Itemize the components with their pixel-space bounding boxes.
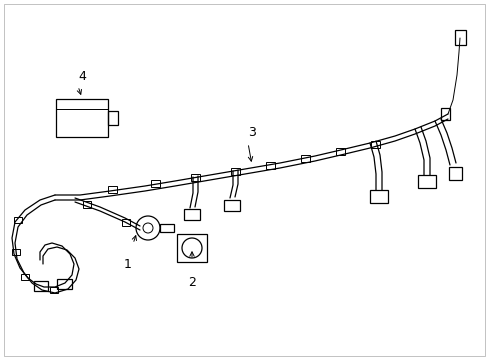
Text: 3: 3 (247, 126, 255, 139)
Text: 2: 2 (188, 276, 196, 289)
Text: 4: 4 (78, 70, 86, 83)
Text: 1: 1 (124, 258, 132, 271)
